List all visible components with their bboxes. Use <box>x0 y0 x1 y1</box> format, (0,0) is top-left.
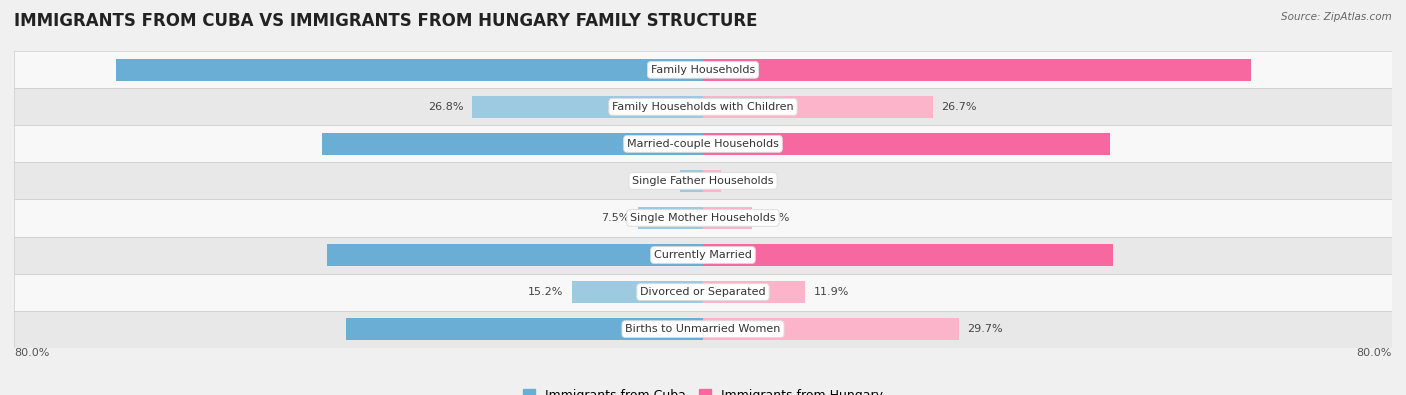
Text: 41.5%: 41.5% <box>690 324 728 334</box>
Text: 68.2%: 68.2% <box>690 65 728 75</box>
Text: 26.7%: 26.7% <box>942 102 977 112</box>
Bar <box>638 207 703 229</box>
Bar <box>14 199 1392 237</box>
Bar <box>14 237 1392 273</box>
Text: IMMIGRANTS FROM CUBA VS IMMIGRANTS FROM HUNGARY FAMILY STRUCTURE: IMMIGRANTS FROM CUBA VS IMMIGRANTS FROM … <box>14 12 758 30</box>
Bar <box>14 126 1392 162</box>
Text: 5.7%: 5.7% <box>761 213 789 223</box>
Bar <box>703 318 959 340</box>
Text: Source: ZipAtlas.com: Source: ZipAtlas.com <box>1281 12 1392 22</box>
Text: 47.6%: 47.6% <box>678 250 716 260</box>
Bar <box>326 244 703 266</box>
Text: 2.1%: 2.1% <box>730 176 758 186</box>
Text: Single Father Households: Single Father Households <box>633 176 773 186</box>
Bar <box>14 162 1392 199</box>
Text: 80.0%: 80.0% <box>1357 348 1392 358</box>
Bar <box>14 88 1392 126</box>
Bar <box>703 96 934 118</box>
Bar <box>14 51 1392 88</box>
Text: Single Mother Households: Single Mother Households <box>630 213 776 223</box>
Text: 63.6%: 63.6% <box>678 65 716 75</box>
Bar <box>703 244 1114 266</box>
Text: 44.2%: 44.2% <box>690 139 728 149</box>
Text: 7.5%: 7.5% <box>602 213 630 223</box>
Text: 2.7%: 2.7% <box>643 176 671 186</box>
Text: 26.8%: 26.8% <box>427 102 464 112</box>
Text: 43.7%: 43.7% <box>690 250 728 260</box>
Text: Divorced or Separated: Divorced or Separated <box>640 287 766 297</box>
Text: Married-couple Households: Married-couple Households <box>627 139 779 149</box>
Text: 29.7%: 29.7% <box>967 324 1002 334</box>
Bar <box>572 281 703 303</box>
Text: Family Households with Children: Family Households with Children <box>612 102 794 112</box>
Bar <box>322 133 703 155</box>
Bar <box>703 170 721 192</box>
Legend: Immigrants from Cuba, Immigrants from Hungary: Immigrants from Cuba, Immigrants from Hu… <box>517 384 889 395</box>
Bar <box>14 273 1392 310</box>
Text: 47.3%: 47.3% <box>678 139 716 149</box>
Bar <box>703 59 1251 81</box>
Bar <box>703 281 806 303</box>
Bar <box>346 318 703 340</box>
Text: 15.2%: 15.2% <box>529 287 564 297</box>
Text: Currently Married: Currently Married <box>654 250 752 260</box>
Bar <box>472 96 703 118</box>
Bar <box>679 170 703 192</box>
Text: 11.9%: 11.9% <box>814 287 849 297</box>
Text: Family Households: Family Households <box>651 65 755 75</box>
Text: Births to Unmarried Women: Births to Unmarried Women <box>626 324 780 334</box>
Bar <box>14 310 1392 348</box>
Bar <box>115 59 703 81</box>
Text: 80.0%: 80.0% <box>14 348 49 358</box>
Bar <box>703 207 752 229</box>
Bar <box>703 133 1111 155</box>
